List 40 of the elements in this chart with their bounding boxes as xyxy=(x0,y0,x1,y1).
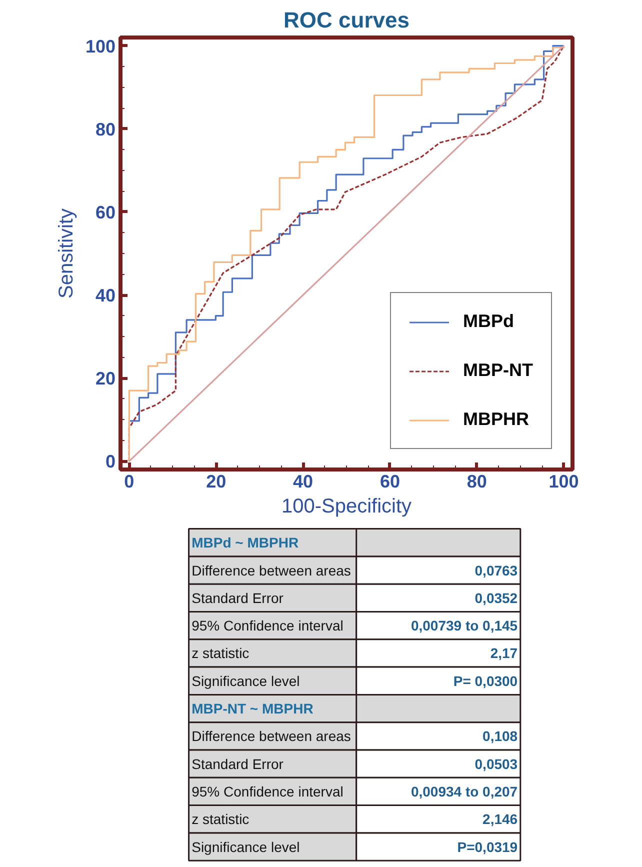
x-tick-label: 0 xyxy=(124,472,134,492)
text: 0,0352 xyxy=(474,590,518,606)
y-tick-label: 100 xyxy=(85,36,116,56)
text: 0,108 xyxy=(482,728,518,744)
text: 2,146 xyxy=(482,811,518,828)
x-tick-label: 20 xyxy=(206,472,226,492)
text: 0,00934 to 0,207 xyxy=(410,783,518,800)
category-label: Significance level xyxy=(192,672,300,689)
y-tick-label: 80 xyxy=(95,119,116,140)
chart-title: ROC curves xyxy=(284,8,410,32)
x-tick-label: 40 xyxy=(293,472,314,492)
category-label: Difference between areas xyxy=(192,562,351,578)
y-tick-label: 0 xyxy=(105,452,116,472)
category-label: Significance level xyxy=(192,838,300,855)
category-label: MBP-NT ~ MBPHR xyxy=(192,700,314,717)
legend-label: MBPHR xyxy=(463,409,529,430)
x-tick-label: 100 xyxy=(548,472,579,492)
text: 0,0763 xyxy=(474,562,518,578)
text: 2,17 xyxy=(490,645,518,662)
category-label: 95% Confidence interval xyxy=(192,783,344,800)
text: P= 0,0300 xyxy=(453,672,518,689)
legend-label: MBPd xyxy=(463,311,514,332)
text: 0,0503 xyxy=(474,756,518,772)
x-axis-title: 100-Specificity xyxy=(281,496,412,518)
category-label: z statistic xyxy=(192,811,250,828)
text: P=0,0319 xyxy=(457,838,518,855)
category-label: z statistic xyxy=(192,645,250,662)
x-tick-label: 60 xyxy=(380,472,400,492)
y-tick-label: 40 xyxy=(95,286,116,306)
category-label: Standard Error xyxy=(192,590,284,606)
legend-label: MBP-NT xyxy=(463,360,533,381)
category-label: MBPd ~ MBPHR xyxy=(192,534,299,551)
category-label: Standard Error xyxy=(192,756,284,772)
x-tick-label: 80 xyxy=(466,472,487,492)
y-axis-title: Sensitivity xyxy=(55,208,78,299)
category-label: 95% Confidence interval xyxy=(192,618,344,634)
y-tick-label: 60 xyxy=(95,202,116,222)
text: 0,00739 to 0,145 xyxy=(410,618,518,634)
category-label: Difference between areas xyxy=(192,728,351,744)
y-tick-label: 20 xyxy=(95,368,116,389)
